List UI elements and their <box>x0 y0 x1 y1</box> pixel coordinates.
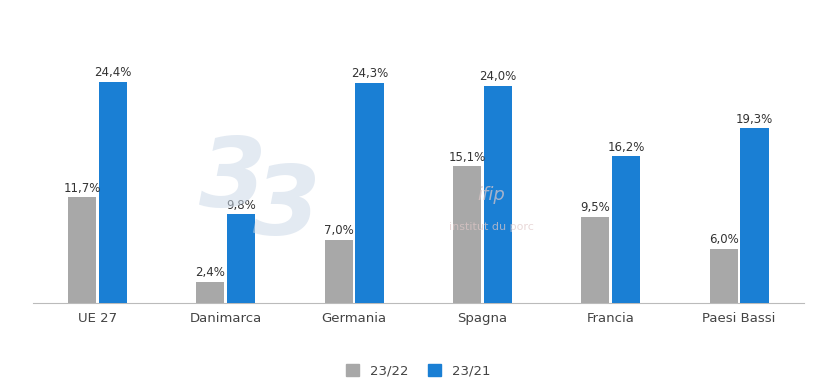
Text: 6,0%: 6,0% <box>708 233 738 246</box>
Bar <box>452 166 481 303</box>
Text: 2,4%: 2,4% <box>195 266 225 279</box>
Bar <box>611 156 640 303</box>
Text: institut du porc: institut du porc <box>449 222 533 232</box>
Text: 24,3%: 24,3% <box>351 67 387 80</box>
Text: 3: 3 <box>199 134 267 228</box>
Bar <box>98 82 127 303</box>
Text: 24,4%: 24,4% <box>94 66 131 79</box>
Bar <box>227 214 255 303</box>
Legend: 23/22, 23/21: 23/22, 23/21 <box>339 357 496 384</box>
Bar <box>355 83 383 303</box>
Text: 16,2%: 16,2% <box>607 141 644 154</box>
Bar <box>581 217 609 303</box>
Text: 15,1%: 15,1% <box>448 151 485 164</box>
Text: 7,0%: 7,0% <box>324 224 353 237</box>
Bar <box>68 197 96 303</box>
Text: 11,7%: 11,7% <box>63 182 101 194</box>
Bar <box>324 240 352 303</box>
Bar <box>196 282 224 303</box>
Bar <box>708 249 737 303</box>
Text: 9,8%: 9,8% <box>226 199 256 212</box>
Bar <box>740 128 767 303</box>
Bar <box>483 86 511 303</box>
Text: 19,3%: 19,3% <box>735 112 772 126</box>
Text: ifip: ifip <box>477 186 505 203</box>
Text: 24,0%: 24,0% <box>478 70 516 83</box>
Text: 3: 3 <box>253 161 320 255</box>
Text: 9,5%: 9,5% <box>580 202 609 214</box>
